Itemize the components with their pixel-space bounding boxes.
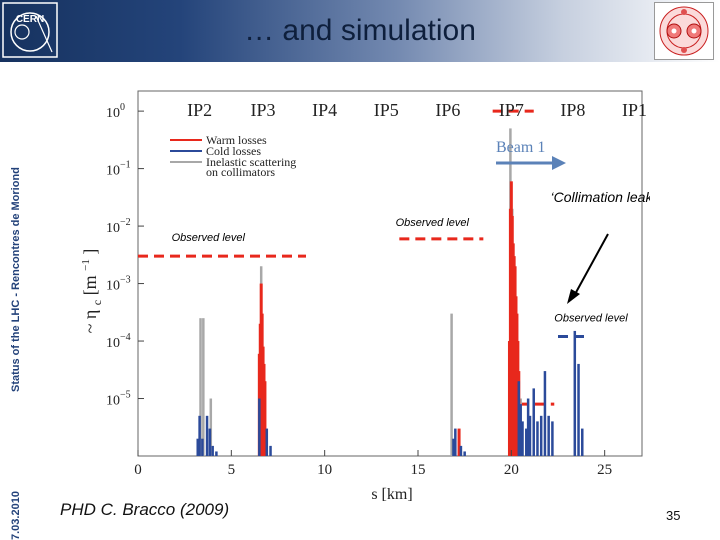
title-bar: CERN … and simulation — [0, 0, 720, 62]
x-tick-label: 0 — [134, 462, 142, 478]
sidebar-title: Status of the LHC - Rencontres de Morion… — [10, 167, 22, 392]
y-tick-label: 10−1 — [106, 160, 131, 179]
leak-arrowhead — [567, 289, 580, 304]
svg-text:~ η c [m: ~ η c [m −1 ] — [73, 249, 105, 334]
ylabel-unit: [m — [80, 275, 100, 295]
beam-label: Beam 1 — [496, 139, 545, 156]
loss-bar — [539, 415, 543, 456]
loss-bar — [581, 428, 584, 456]
ylabel-eta: η — [80, 310, 100, 319]
loss-bar — [202, 318, 205, 456]
legend-label: Inelastic scattering — [206, 155, 296, 169]
loss-bar — [551, 421, 554, 456]
loss-bar — [263, 381, 267, 456]
legend-label: Warm losses — [206, 133, 267, 147]
y-tick-label: 10−3 — [106, 275, 131, 294]
ip-label: IP3 — [251, 100, 276, 120]
loss-bar — [526, 398, 530, 456]
loss-bar — [528, 415, 532, 456]
loss-bar — [265, 428, 269, 456]
ip-label: IP6 — [435, 100, 460, 120]
loss-bar — [543, 371, 547, 456]
loss-map-chart: 0 5 10 15 20 25 100 10−1 10−2 10−3 10−4 10−5 IP2 IP3… — [73, 90, 650, 503]
loss-bar — [258, 398, 261, 456]
annotation-text: Observed level — [396, 217, 470, 229]
cern-logo-text: CERN — [16, 14, 44, 25]
ylabel-close: ] — [80, 249, 100, 255]
ylabel-sub: c — [90, 300, 104, 305]
x-tick-label: 10 — [317, 462, 332, 478]
footer-credit: PHD C. Bracco (2009) — [60, 500, 230, 519]
loss-bar — [199, 318, 202, 456]
annotation-text: ‘Collimation leaks’ — [551, 189, 650, 205]
loss-bar — [536, 421, 539, 456]
loss-bar — [463, 451, 466, 456]
loss-bar — [201, 438, 204, 456]
loss-bar — [517, 381, 521, 456]
loss-bar — [577, 363, 580, 456]
x-tick-label: 20 — [504, 462, 519, 478]
loss-bar — [454, 428, 457, 456]
y-tick-label: 10−2 — [106, 217, 131, 236]
plot-frame — [137, 90, 643, 457]
x-tick-label: 15 — [411, 462, 426, 478]
loss-bar — [452, 438, 455, 456]
page-number: 35 — [666, 508, 681, 523]
ylabel-unit-sup: −1 — [80, 259, 92, 271]
loss-bar — [269, 445, 272, 456]
ip-label: IP4 — [312, 100, 337, 120]
x-tick-label: 25 — [597, 462, 612, 478]
loss-bar — [532, 388, 535, 456]
ylabel-tilde: ~ — [80, 323, 100, 333]
loss-bar — [215, 451, 218, 456]
ip-label: IP2 — [187, 100, 212, 120]
lhc-logo — [654, 2, 714, 60]
loss-bar — [209, 398, 213, 456]
loss-bar — [198, 415, 201, 456]
annotation-text: Observed level — [554, 312, 628, 324]
loss-bar — [208, 428, 212, 456]
ip-label: IP5 — [374, 100, 399, 120]
x-axis-label: s [km] — [371, 486, 412, 503]
y-tick-label: 10−5 — [106, 390, 131, 409]
legend-label: Cold losses — [206, 144, 261, 158]
loss-bar — [547, 415, 550, 456]
ip-label: IP7 — [499, 100, 524, 120]
y-tick-label: 10−4 — [106, 332, 131, 351]
loss-bar — [525, 428, 528, 456]
annotation-text: Observed level — [172, 232, 246, 244]
legend-label: on collimators — [206, 165, 275, 179]
loss-bar — [457, 428, 461, 456]
loss-bar — [450, 313, 453, 456]
leak-arrow — [573, 233, 609, 297]
sidebar-date: 7.03.2010 — [10, 491, 22, 540]
slide-title: … and simulation — [244, 14, 476, 47]
loss-bar — [573, 330, 577, 456]
loss-bar — [211, 445, 214, 456]
loss-bar — [459, 445, 463, 456]
x-tick-label: 5 — [228, 462, 236, 478]
loss-bar — [196, 438, 199, 456]
loss-bar — [205, 415, 209, 456]
cern-logo: CERN — [2, 2, 58, 58]
loss-bar — [521, 421, 524, 456]
loss-bar — [519, 404, 522, 456]
ip-label: IP8 — [560, 100, 585, 120]
beam-arrowhead — [552, 156, 566, 170]
y-tick-label: 100 — [106, 102, 125, 121]
ip-label: IP1 — [622, 100, 647, 120]
